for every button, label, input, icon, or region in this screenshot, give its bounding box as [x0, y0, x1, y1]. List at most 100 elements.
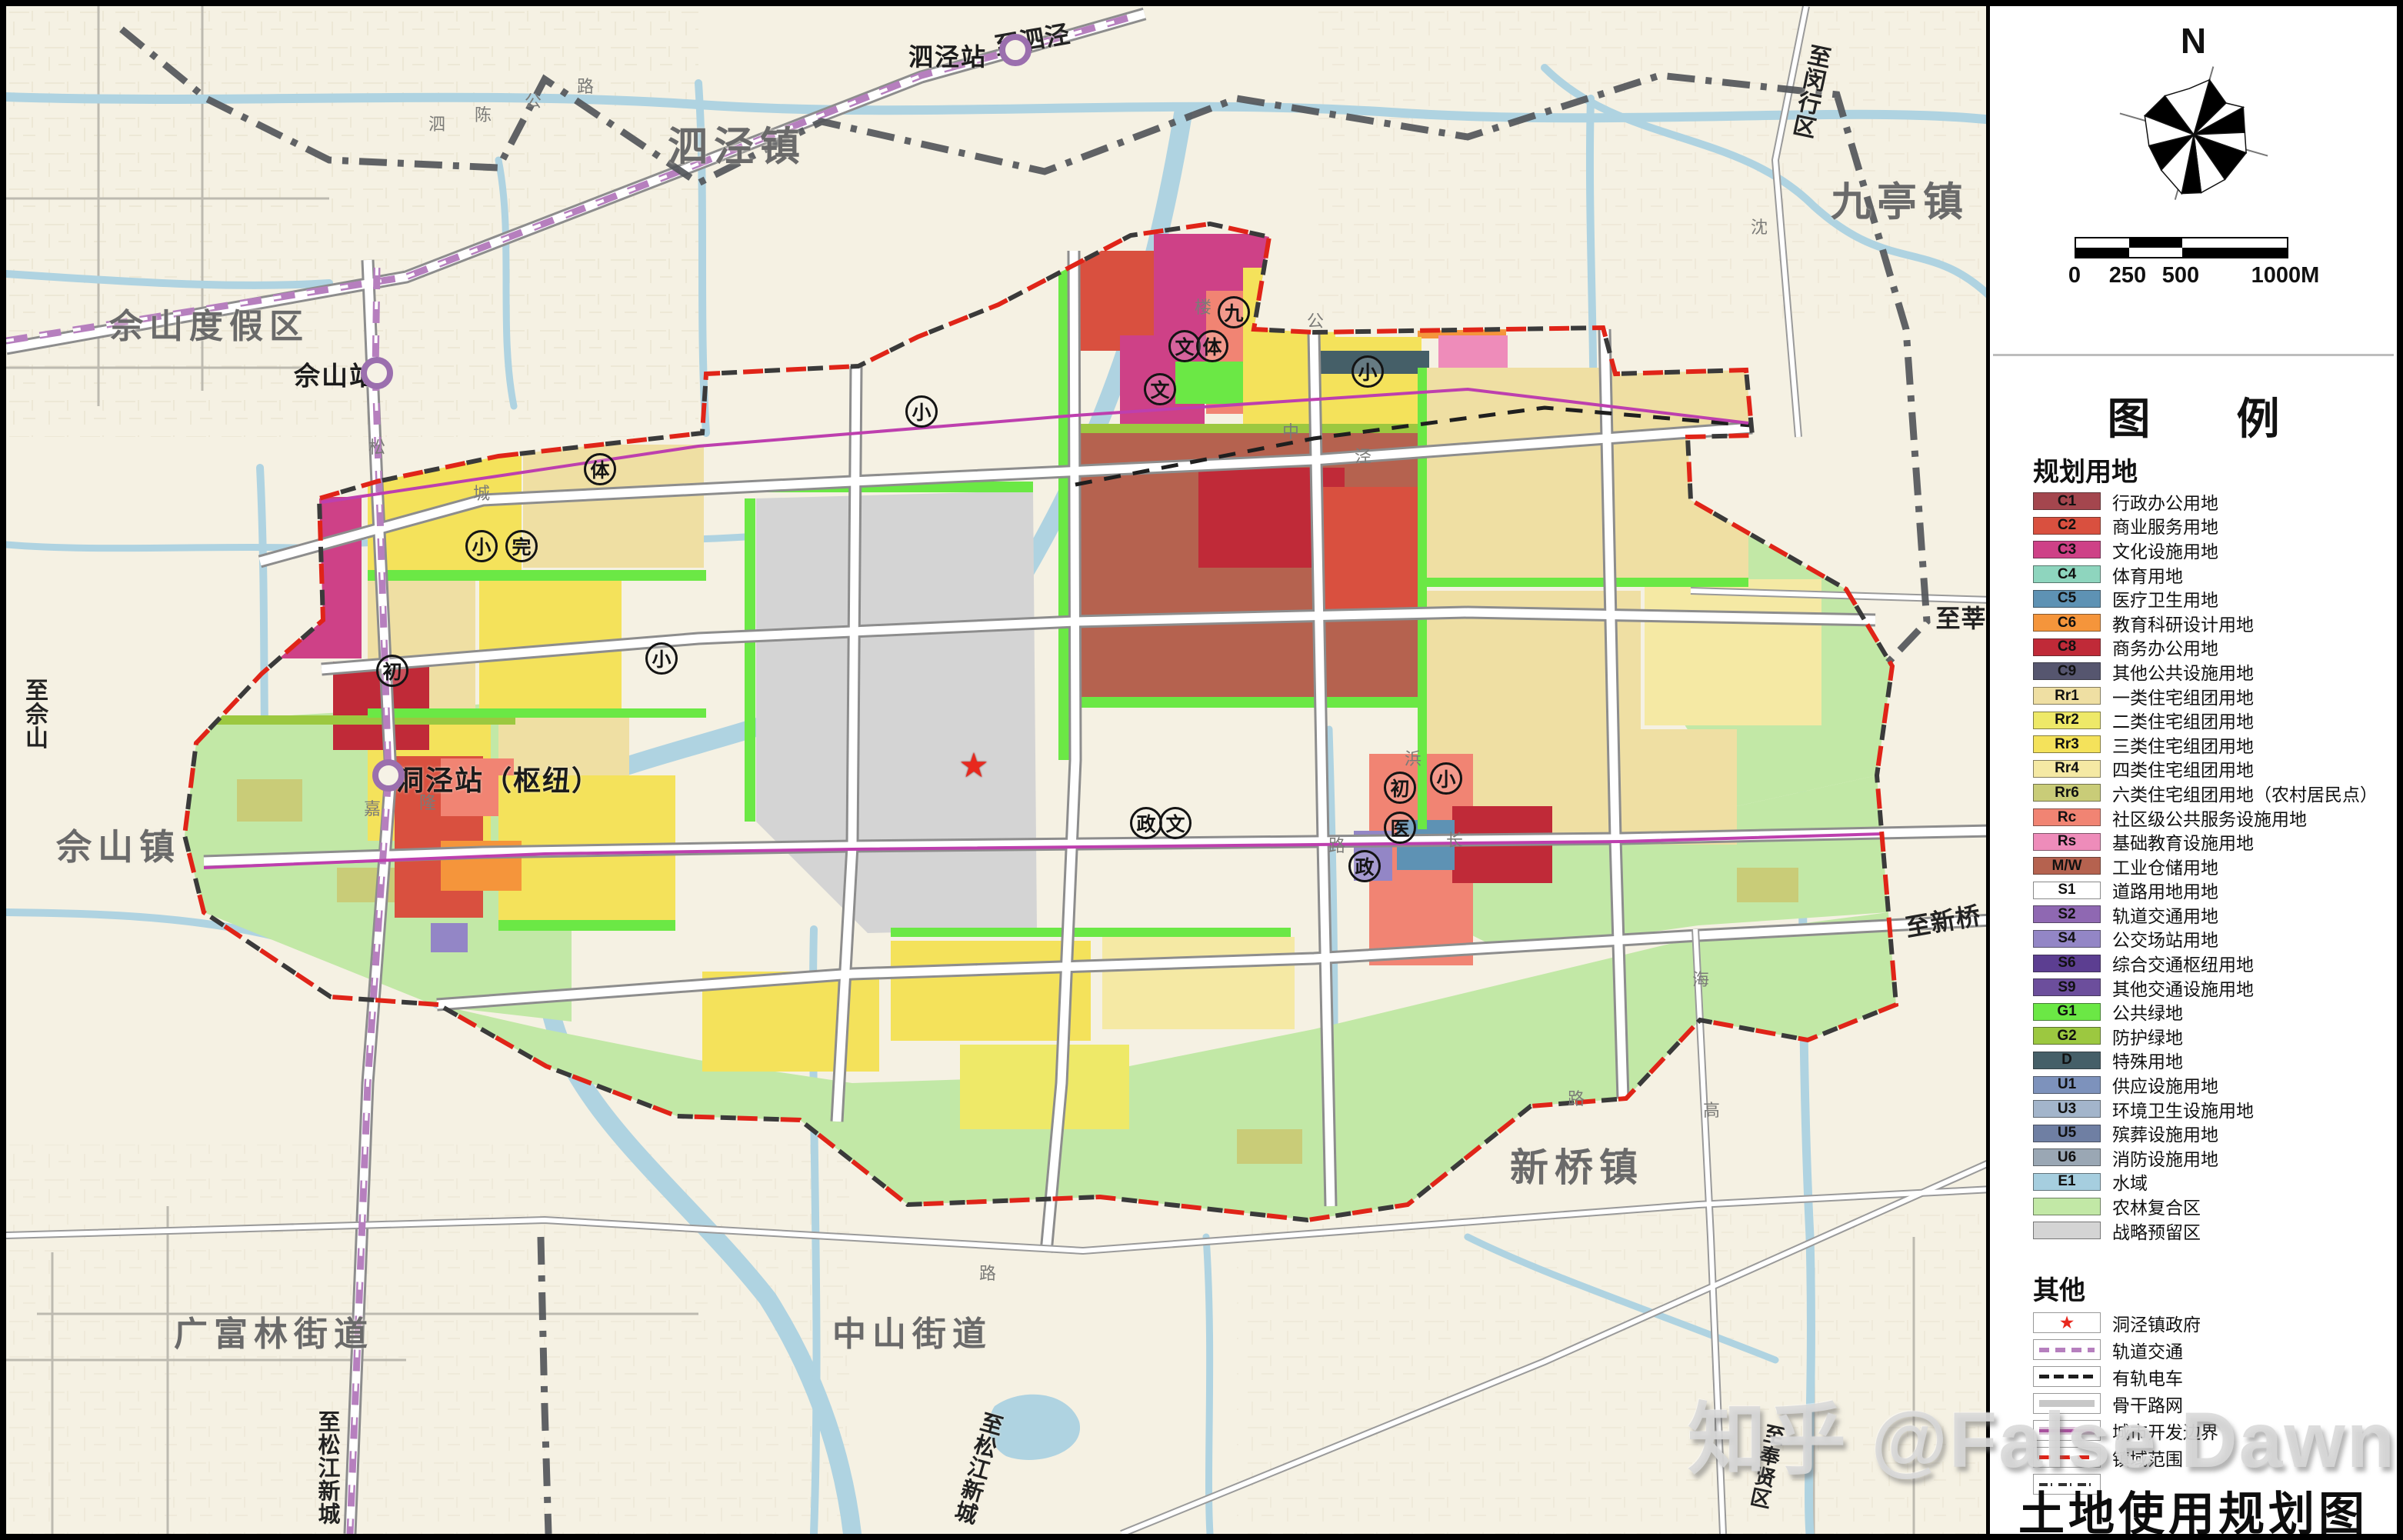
legend-swatch: Rr3: [2033, 735, 2101, 754]
legend-other-item: 镇域范围: [2033, 1444, 2389, 1471]
legend-item-label: 其他公共设施用地: [2112, 662, 2254, 683]
legend-swatch: S4: [2033, 929, 2101, 948]
scale-tick: 500: [2161, 263, 2200, 288]
town-boundary: [182, 221, 1899, 1223]
legend-swatch: C3: [2033, 541, 2101, 559]
legend-swatch: U3: [2033, 1100, 2101, 1118]
legend-item: S2 轨道交通用地: [2033, 902, 2389, 927]
legend-section-other: 其他: [2033, 1276, 2085, 1305]
legend-item-label: 社区级公共服务设施用地: [2112, 808, 2307, 829]
legend-other-item: 城市开发边界: [2033, 1417, 2389, 1444]
legend-item-label: 其他交通设施用地: [2112, 978, 2254, 999]
scale-bar: 0 250 500 1000M: [2068, 237, 2319, 294]
legend-item-label: 二类住宅组团用地: [2112, 712, 2254, 732]
legend-item: U1 供应设施用地: [2033, 1072, 2389, 1097]
legend-item: C5 医疗卫生用地: [2033, 586, 2389, 611]
legend-swatch: M/W: [2033, 857, 2101, 875]
red-line-icon: [2033, 1447, 2101, 1468]
legend-item-label: 供应设施用地: [2112, 1076, 2218, 1097]
legend-item: C8 商务办公用地: [2033, 635, 2389, 660]
scale-bar-graphic: [2075, 237, 2288, 258]
legend-item-label: 工业仓储用地: [2112, 857, 2218, 878]
legend-panel: N: [1986, 6, 2397, 1534]
compass: N: [2113, 20, 2275, 212]
development-boundary: [203, 387, 1884, 869]
legend-swatch: C5: [2033, 589, 2101, 608]
legend-item: G2 防护绿地: [2033, 1024, 2389, 1048]
legend-item: M/W 工业仓储用地: [2033, 854, 2389, 878]
legend-other-label: 镇域范围: [2112, 1448, 2183, 1469]
legend-item-label: 综合交通枢纽用地: [2112, 955, 2254, 975]
legend-item: C3 文化设施用地: [2033, 538, 2389, 562]
legend-swatch: D: [2033, 1051, 2101, 1069]
tram-line: [1075, 405, 1751, 487]
legend-item-label: 战略预留区: [2112, 1222, 2201, 1242]
panel-divider: [1993, 354, 2394, 356]
legend-item-label: 文化设施用地: [2112, 541, 2218, 562]
legend-swatch: G1: [2033, 1002, 2101, 1021]
legend-swatch: U1: [2033, 1075, 2101, 1094]
legend-item: U5 殡葬设施用地: [2033, 1121, 2389, 1145]
legend-item: Rr4 四类住宅组团用地: [2033, 757, 2389, 782]
legend-swatch: E1: [2033, 1172, 2101, 1191]
legend-other-label: 洞泾镇政府: [2112, 1314, 2201, 1335]
legend-item-label: 商务办公用地: [2112, 638, 2218, 659]
dd-line-icon: [2033, 1474, 2101, 1495]
legend-swatch: U6: [2033, 1148, 2101, 1167]
legend-swatch: U5: [2033, 1124, 2101, 1142]
legend-swatch: C2: [2033, 516, 2101, 535]
legend-swatch: Rs: [2033, 832, 2101, 851]
legend-item: Rr6 六类住宅组团用地（农村居民点）: [2033, 781, 2389, 805]
legend-item-label: 基础教育设施用地: [2112, 833, 2254, 854]
legend-other-item: ★ 洞泾镇政府: [2033, 1309, 2389, 1336]
legend-other-label: 轨道交通: [2112, 1341, 2183, 1362]
legend-item: S9 其他交通设施用地: [2033, 975, 2389, 1000]
legend-item: S6 综合交通枢纽用地: [2033, 951, 2389, 975]
legend-section-planning: 规划用地: [2033, 458, 2138, 487]
legend-swatch: [2033, 1222, 2101, 1240]
legend-item: C4 体育用地: [2033, 562, 2389, 587]
legend-item-label: 特殊用地: [2112, 1052, 2183, 1072]
legend-swatch: C9: [2033, 662, 2101, 681]
legend-item-label: 水域: [2112, 1173, 2148, 1194]
legend-items: C1 行政办公用地 C2 商业服务用地 C3 文化设施用地 C4 体育用地 C5 医疗卫生用地 C6…: [2033, 489, 2389, 1242]
legend-other-item: 骨干路网: [2033, 1390, 2389, 1417]
legend-item: D 特殊用地: [2033, 1048, 2389, 1073]
map-canvas: 泗泾镇 九亭镇 佘山度假区 佘山镇 广富林街道 中山街道 新桥镇 泗泾站 佘山站 洞泾站（枢纽）至…: [6, 6, 1992, 1534]
legend-swatch: S9: [2033, 978, 2101, 997]
legend-item-label: 公共绿地: [2112, 1003, 2183, 1024]
tram-line-icon: [2033, 1366, 2101, 1387]
rail-line-icon: [2033, 1339, 2101, 1360]
government-star-icon: ★: [2033, 1312, 2101, 1333]
legend-swatch: S6: [2033, 954, 2101, 972]
legend-item-label: 环境卫生设施用地: [2112, 1100, 2254, 1121]
pond: [988, 1394, 1081, 1460]
legend-other-label: 骨干路网: [2112, 1395, 2183, 1415]
legend-swatch: C4: [2033, 565, 2101, 584]
legend-item-label: 体育用地: [2112, 565, 2183, 586]
compass-north-label: N: [2180, 21, 2207, 61]
legend-item-label: 防护绿地: [2112, 1027, 2183, 1048]
legend-other-items: ★ 洞泾镇政府 轨道交通 有轨电车 骨干路网 城市开发边界 镇域范围: [2033, 1309, 2389, 1498]
legend-item: Rs 基础教育设施用地: [2033, 829, 2389, 854]
legend-item: 农林复合区: [2033, 1194, 2389, 1218]
legend-item: G1 公共绿地: [2033, 999, 2389, 1024]
legend-swatch: S2: [2033, 905, 2101, 924]
legend-item: C2 商业服务用地: [2033, 514, 2389, 538]
map-title: 土地使用规划图: [2018, 1488, 2368, 1540]
legend-item-label: 三类住宅组团用地: [2112, 735, 2254, 756]
legend-item: C9 其他公共设施用地: [2033, 659, 2389, 684]
legend-item-label: 消防设施用地: [2112, 1148, 2218, 1169]
legend-item: U3 环境卫生设施用地: [2033, 1097, 2389, 1122]
legend-item: Rr2 二类住宅组团用地: [2033, 708, 2389, 732]
legend-other-label: 城市开发边界: [2112, 1422, 2218, 1442]
legend-item: E1 水域: [2033, 1170, 2389, 1195]
district-boundary: [119, 26, 1931, 1534]
legend-swatch: C6: [2033, 614, 2101, 632]
legend-swatch: Rr2: [2033, 711, 2101, 729]
legend-item: Rc 社区级公共服务设施用地: [2033, 805, 2389, 830]
legend-swatch: S1: [2033, 881, 2101, 899]
legend-item-label: 四类住宅组团用地: [2112, 760, 2254, 781]
legend-item-label: 一类住宅组团用地: [2112, 687, 2254, 708]
scale-tick: 0: [2068, 263, 2081, 288]
